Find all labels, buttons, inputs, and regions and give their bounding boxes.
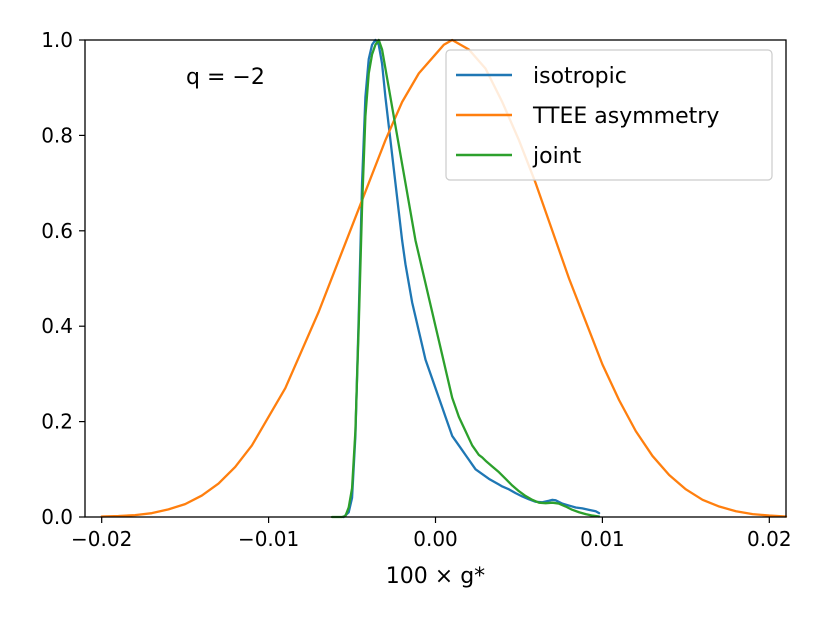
legend-label-isotropic: isotropic <box>533 64 627 89</box>
y-tick-label: 1.0 <box>41 28 73 52</box>
plot-area: −0.02 −0.01 0.00 0.01 0.02 0.0 0.2 0.4 0.6 0.8 1.0… <box>41 28 791 551</box>
y-tick-label: 0.4 <box>41 314 73 338</box>
series-line-joint <box>330 38 601 519</box>
x-tick-label: −0.02 <box>71 527 132 551</box>
legend-box <box>445 49 773 181</box>
legend-label-joint: joint <box>532 144 582 169</box>
axis-ticks: −0.02 −0.01 0.00 0.01 0.02 0.0 0.2 0.4 0.6 0.8 1.0 <box>41 28 791 551</box>
x-tick-label: −0.01 <box>238 527 299 551</box>
x-tick-label: 0.01 <box>580 527 625 551</box>
series-line-ttee-asymmetry <box>100 38 788 518</box>
y-tick-label: 0.0 <box>41 505 73 529</box>
legend: isotropic TTEE asymmetry joint <box>445 49 773 181</box>
x-axis-label: 100 × g* <box>386 564 485 589</box>
y-tick-label: 0.6 <box>41 219 73 243</box>
x-tick-label: 0.02 <box>747 527 792 551</box>
series-lines <box>100 38 788 519</box>
x-tick-label: 0.00 <box>413 527 458 551</box>
y-tick-label: 0.8 <box>41 123 73 147</box>
annotation-q: q = −2 <box>186 65 265 90</box>
legend-label-ttee-asymmetry: TTEE asymmetry <box>532 104 719 129</box>
y-tick-label: 0.2 <box>41 410 73 434</box>
